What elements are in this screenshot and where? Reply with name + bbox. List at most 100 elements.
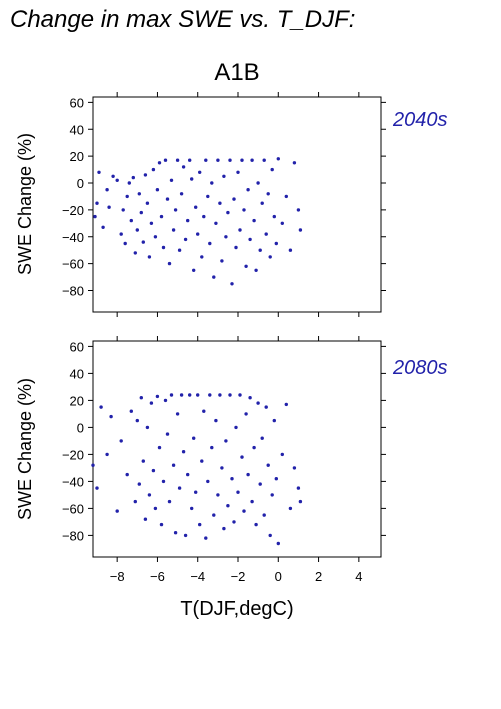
- scatter-point: [196, 232, 200, 236]
- scatter-point: [161, 245, 166, 250]
- scatter-point: [206, 479, 210, 484]
- panel-label: 2040s: [392, 109, 448, 131]
- scatter-point: [252, 445, 256, 450]
- scatter-point: [262, 513, 266, 517]
- scatter-point: [115, 178, 119, 182]
- scatter-point: [137, 482, 141, 486]
- x-tick-label: −2: [231, 569, 246, 584]
- scatter-point: [97, 170, 101, 174]
- y-tick-label: 40: [70, 366, 84, 381]
- scatter-point: [240, 455, 244, 459]
- scatter-point: [262, 158, 266, 162]
- scatter-point: [230, 282, 234, 286]
- scatter-point: [183, 533, 188, 538]
- scatter-point: [208, 241, 212, 246]
- scatter-point: [292, 161, 297, 165]
- scatter-point: [153, 235, 158, 239]
- y-tick-label: 0: [77, 420, 84, 435]
- scatter-point: [163, 158, 168, 162]
- scatter-point: [258, 248, 262, 252]
- y-tick-label: 20: [70, 149, 84, 164]
- scatter-point: [222, 174, 226, 178]
- scatter-point: [192, 436, 196, 440]
- scatter-point: [248, 237, 252, 242]
- scatter-point: [141, 240, 145, 244]
- scatter-point: [244, 264, 248, 268]
- scatter-point: [276, 157, 280, 161]
- scatter-point: [107, 205, 111, 209]
- scatter-point: [119, 439, 123, 443]
- scatter-point: [167, 261, 172, 266]
- scatter-point: [204, 536, 208, 540]
- scatter-point: [190, 506, 194, 511]
- y-axis-ticks: 60 40 20 0 −20 −40 −60 −80: [62, 95, 386, 299]
- scatter-point: [179, 192, 184, 196]
- figure-title: Change in max SWE vs. T_DJF:: [10, 6, 355, 33]
- scatter-point: [230, 477, 234, 481]
- scatter-point: [226, 504, 230, 508]
- scatter-point: [143, 517, 148, 521]
- scatter-point: [210, 445, 214, 450]
- x-axis-ticks-top: [116, 92, 360, 317]
- scatter-point: [141, 459, 145, 463]
- scatter-point: [200, 255, 204, 259]
- scatter-point: [165, 432, 170, 436]
- scatter-point: [145, 201, 150, 205]
- scatter-point: [139, 210, 143, 215]
- scatter-point: [272, 418, 276, 423]
- scatter-point: [159, 522, 164, 527]
- scatter-point: [242, 208, 246, 212]
- scatter-point: [276, 541, 280, 546]
- scatter-point: [171, 228, 176, 232]
- y-axis-ticks: 60 40 20 0 −20 −40 −60 −80: [62, 339, 386, 543]
- y-axis-label: SWE Change (%): [15, 378, 35, 520]
- scatter-point: [190, 177, 194, 181]
- scatter-point: [91, 463, 95, 467]
- scatter-point: [95, 486, 99, 490]
- scatter-point: [242, 509, 246, 513]
- y-tick-label: 0: [77, 176, 84, 191]
- scatter-point: [248, 396, 252, 400]
- scatter-point: [250, 158, 254, 162]
- scatter-point: [155, 188, 160, 192]
- scatter-point: [260, 436, 264, 440]
- scatter-point: [121, 208, 125, 212]
- scatter-point: [149, 401, 154, 405]
- scatter-point: [171, 463, 176, 467]
- scatter-point: [216, 493, 220, 497]
- scatter-point: [101, 225, 105, 229]
- scatter-point: [149, 221, 154, 225]
- y-axis-label: SWE Change (%): [15, 133, 35, 275]
- y-tick-label: 20: [70, 393, 84, 408]
- scatter-point: [202, 409, 206, 413]
- scatter-point: [188, 393, 192, 397]
- scatter-point: [115, 509, 119, 513]
- y-tick-label: −60: [62, 257, 84, 272]
- scatter-point: [298, 228, 303, 232]
- scatter-point: [212, 275, 216, 279]
- scatter-point: [125, 194, 129, 199]
- x-tick-label: 2: [315, 569, 322, 584]
- scatter-point: [258, 482, 262, 486]
- scatter-point: [246, 188, 250, 192]
- scatter-point: [111, 174, 115, 178]
- scatter-point: [254, 268, 258, 272]
- scatter-point: [119, 232, 123, 236]
- scatter-point: [173, 531, 178, 535]
- scatter-point: [93, 214, 97, 219]
- scatter-point: [226, 210, 230, 215]
- scatter-point: [268, 255, 272, 259]
- scatter-point: [220, 259, 224, 263]
- x-tick-label: −6: [150, 569, 165, 584]
- scatter-point: [296, 208, 301, 212]
- scatter-point: [177, 486, 182, 490]
- scatter-point: [232, 520, 236, 524]
- scatter-point: [151, 167, 156, 172]
- y-tick-label: −20: [62, 447, 84, 462]
- scatter-point: [129, 218, 133, 223]
- scatter-point: [214, 418, 218, 423]
- scatter-point: [232, 197, 236, 201]
- x-tick-label: −4: [190, 569, 205, 584]
- scatter-point: [198, 522, 202, 527]
